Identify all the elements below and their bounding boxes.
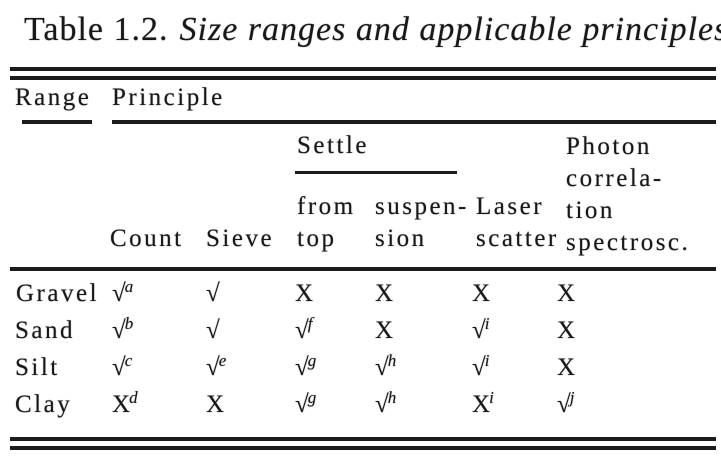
footnote-sup: d bbox=[129, 388, 138, 407]
spanner-header-settle: Settle bbox=[297, 132, 369, 159]
cell-sand-sieve: √ bbox=[206, 317, 220, 345]
range-underline-rule bbox=[22, 120, 92, 124]
cell-sand-suspension: X bbox=[375, 317, 394, 345]
cell-sand-from-top: √f bbox=[295, 314, 313, 345]
cell-gravel-photon: X bbox=[557, 280, 576, 308]
principle-underline-rule bbox=[112, 120, 716, 124]
from-top-line1: from bbox=[297, 193, 356, 220]
column-header-photon: Photon correla-tion spectrosc. bbox=[566, 131, 690, 259]
table-caption: Size ranges and applicable principles bbox=[179, 11, 721, 48]
cell-gravel-sieve: √ bbox=[206, 280, 220, 308]
cell-silt-photon: X bbox=[557, 354, 576, 382]
mark: √ bbox=[206, 354, 220, 381]
mark: √ bbox=[295, 354, 309, 381]
cell-sand-count: √b bbox=[112, 314, 134, 345]
footnote-sup: h bbox=[387, 388, 397, 407]
mark: √ bbox=[375, 391, 389, 418]
row-label-clay: Clay bbox=[15, 391, 73, 418]
footnote-sup: e bbox=[218, 351, 227, 370]
photon-line2: correla- bbox=[566, 165, 664, 192]
table-title: Table 1.2. Size ranges and applicable pri… bbox=[24, 10, 721, 50]
mark: √ bbox=[375, 354, 389, 381]
mark: X bbox=[557, 280, 576, 307]
cell-silt-sieve: √e bbox=[206, 351, 227, 382]
suspension-line2: sion bbox=[375, 225, 427, 252]
cell-clay-sieve: X bbox=[206, 391, 225, 419]
mark: X bbox=[206, 391, 225, 418]
bottom-double-rule-2 bbox=[10, 446, 716, 450]
top-double-rule-2 bbox=[10, 76, 716, 80]
mark: X bbox=[557, 354, 576, 381]
cell-silt-laser: √i bbox=[472, 351, 490, 382]
cell-silt-suspension: √h bbox=[375, 351, 397, 382]
settle-underline-rule bbox=[295, 171, 457, 174]
header-body-divider-rule bbox=[10, 267, 716, 271]
mark: √ bbox=[112, 280, 126, 307]
mark: √ bbox=[557, 391, 571, 418]
cell-clay-laser: Xi bbox=[472, 388, 494, 419]
cell-sand-laser: √i bbox=[472, 314, 490, 345]
footnote-sup: b bbox=[124, 314, 134, 333]
photon-line3: tion bbox=[566, 197, 615, 224]
suspension-line1: suspen- bbox=[375, 193, 469, 220]
row-label-sand: Sand bbox=[15, 317, 75, 344]
mark: √ bbox=[472, 354, 486, 381]
cell-clay-suspension: √h bbox=[375, 388, 397, 419]
column-header-laser-scatter: Laser scatter bbox=[476, 191, 559, 255]
cell-gravel-suspension: X bbox=[375, 280, 394, 308]
mark: X bbox=[375, 280, 394, 307]
footnote-sup: h bbox=[387, 351, 397, 370]
mark: X bbox=[472, 280, 491, 307]
footnote-sup: g bbox=[307, 351, 317, 370]
cell-sand-photon: X bbox=[557, 317, 576, 345]
mark: √ bbox=[206, 280, 220, 307]
cell-gravel-count: √a bbox=[112, 277, 134, 308]
column-header-count: Count bbox=[110, 225, 184, 252]
footnote-sup: i bbox=[484, 314, 490, 333]
cell-gravel-from-top: X bbox=[295, 280, 314, 308]
row-label-silt: Silt bbox=[15, 354, 60, 381]
mark: X bbox=[472, 391, 491, 418]
bottom-double-rule-1 bbox=[10, 437, 716, 441]
cell-clay-count: Xd bbox=[112, 388, 138, 419]
row-label-gravel: Gravel bbox=[16, 280, 100, 307]
footnote-sup: f bbox=[307, 314, 313, 333]
column-header-suspension: suspen-sion bbox=[375, 191, 469, 255]
spanner-header-principle: Principle bbox=[112, 84, 225, 111]
mark: X bbox=[375, 317, 394, 344]
mark: X bbox=[112, 391, 131, 418]
cell-silt-from-top: √g bbox=[295, 351, 317, 382]
cell-gravel-laser: X bbox=[472, 280, 491, 308]
footnote-sup: g bbox=[307, 388, 317, 407]
footnote-sup: i bbox=[484, 351, 490, 370]
mark: √ bbox=[295, 391, 309, 418]
photon-line4: spectrosc. bbox=[566, 229, 691, 256]
mark: √ bbox=[295, 317, 309, 344]
cell-clay-from-top: √g bbox=[295, 388, 317, 419]
cell-silt-count: √c bbox=[112, 351, 133, 382]
from-top-line2: top bbox=[297, 225, 337, 252]
laser-line1: Laser bbox=[476, 193, 545, 220]
mark: √ bbox=[112, 317, 126, 344]
mark: X bbox=[295, 280, 314, 307]
column-header-from-top: from top bbox=[297, 191, 356, 255]
table-number: Table 1.2. bbox=[24, 11, 169, 48]
laser-line2: scatter bbox=[476, 225, 559, 252]
footnote-sup: j bbox=[569, 388, 575, 407]
mark: √ bbox=[206, 317, 220, 344]
mark: √ bbox=[472, 317, 486, 344]
cell-clay-photon: √j bbox=[557, 388, 575, 419]
column-header-range: Range bbox=[15, 84, 92, 111]
footnote-sup: a bbox=[124, 277, 134, 296]
mark: √ bbox=[112, 354, 126, 381]
column-header-sieve: Sieve bbox=[206, 225, 275, 252]
top-double-rule-1 bbox=[10, 67, 716, 71]
footnote-sup: i bbox=[489, 388, 494, 407]
mark: X bbox=[557, 317, 576, 344]
footnote-sup: c bbox=[124, 351, 133, 370]
photon-line1: Photon bbox=[566, 133, 652, 160]
